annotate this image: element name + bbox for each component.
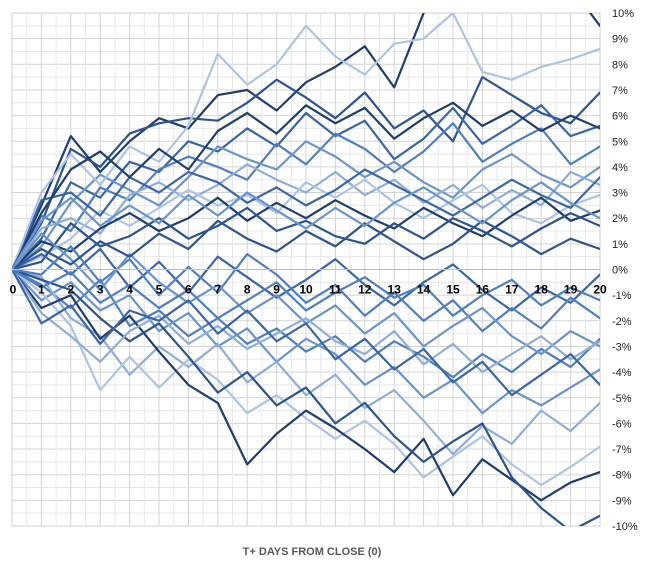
y-tick-label: 2% xyxy=(612,213,628,225)
series-line-17 xyxy=(12,247,600,312)
x-tick-labels: 0 1 2 3 4 5 6 7 8 9 10 11 12 13 14 15 16 17 18 19 20 xyxy=(10,283,607,297)
x-tick-label: 10 xyxy=(299,283,313,297)
y-tick-label: -4% xyxy=(612,367,632,379)
x-tick-label: 18 xyxy=(535,283,549,297)
series-line-12 xyxy=(12,268,600,415)
x-tick-label: 16 xyxy=(476,283,490,297)
x-tick-label: 4 xyxy=(126,283,133,297)
y-tick-label: 9% xyxy=(612,34,628,46)
series-line-5 xyxy=(12,140,600,271)
series-line-3 xyxy=(12,104,600,271)
series-line-4 xyxy=(12,122,600,271)
series-line-7 xyxy=(12,178,600,271)
x-tick-label: 15 xyxy=(446,283,460,297)
y-tick-label: -6% xyxy=(612,418,632,430)
y-tick-label: 6% xyxy=(612,111,628,123)
y-tick-label: 1% xyxy=(612,239,628,251)
series-line-21 xyxy=(12,13,600,271)
y-tick-label: -7% xyxy=(612,444,632,456)
x-tick-label: 5 xyxy=(156,283,163,297)
series-line-20 xyxy=(12,268,600,374)
series-line-10 xyxy=(12,168,600,271)
y-tick-label: -2% xyxy=(612,316,632,328)
x-tick-label: 19 xyxy=(564,283,578,297)
x-tick-label: 2 xyxy=(67,283,74,297)
y-tick-label: -10% xyxy=(612,521,638,533)
x-tick-label: 11 xyxy=(329,283,342,297)
series-line-2 xyxy=(12,75,600,271)
y-tick-label: -8% xyxy=(612,470,632,482)
y-tick-label: 4% xyxy=(612,162,628,174)
series-line-14 xyxy=(12,268,600,487)
x-tick-label: 14 xyxy=(417,283,431,297)
x-tick-label: 0 xyxy=(10,283,17,297)
series-line-16 xyxy=(12,268,600,526)
series-line-22 xyxy=(12,101,600,271)
y-tick-label: 5% xyxy=(612,136,628,148)
y-tick-label: 3% xyxy=(612,188,628,200)
x-tick-label: 9 xyxy=(273,283,280,297)
y-tick-label: 10% xyxy=(612,8,634,20)
series-line-26 xyxy=(12,181,600,271)
series-line-1 xyxy=(12,13,600,271)
series-line-18 xyxy=(12,245,600,333)
series-line-6 xyxy=(12,163,600,271)
series-line-13 xyxy=(12,268,600,456)
series-line-24 xyxy=(12,268,600,397)
series-line-11 xyxy=(12,268,600,379)
y-tick-label: -9% xyxy=(612,495,632,507)
series-line-9 xyxy=(12,206,600,271)
x-tick-label: 20 xyxy=(593,283,607,297)
y-tick-label: -5% xyxy=(612,393,632,405)
x-tick-label: 12 xyxy=(358,283,372,297)
x-tick-label: 13 xyxy=(388,283,402,297)
x-tick-label: 7 xyxy=(214,283,221,297)
y-tick-labels: 10% 9% 8% 7% 6% 5% 4% 3% 2% 1% 0% -1% -2% -3% -4% -5% -6… xyxy=(612,8,638,533)
y-tick-label: 7% xyxy=(612,85,628,97)
x-tick-label: 8 xyxy=(244,283,251,297)
x-tick-label: 6 xyxy=(185,283,192,297)
x-axis-title: T+ DAYS FROM CLOSE (0) xyxy=(243,546,382,558)
x-tick-label: 3 xyxy=(97,283,104,297)
y-tick-label: -1% xyxy=(612,290,632,302)
y-tick-label: 0% xyxy=(612,265,628,277)
series-lines xyxy=(12,13,600,526)
series-line-23 xyxy=(12,219,600,271)
series-line-15 xyxy=(12,268,600,502)
series-line-25 xyxy=(12,268,600,320)
y-tick-label: -3% xyxy=(612,341,632,353)
y-tick-label: 8% xyxy=(612,59,628,71)
x-tick-label: 1 xyxy=(38,283,45,297)
x-tick-label: 17 xyxy=(505,283,519,297)
series-line-8 xyxy=(12,196,600,271)
